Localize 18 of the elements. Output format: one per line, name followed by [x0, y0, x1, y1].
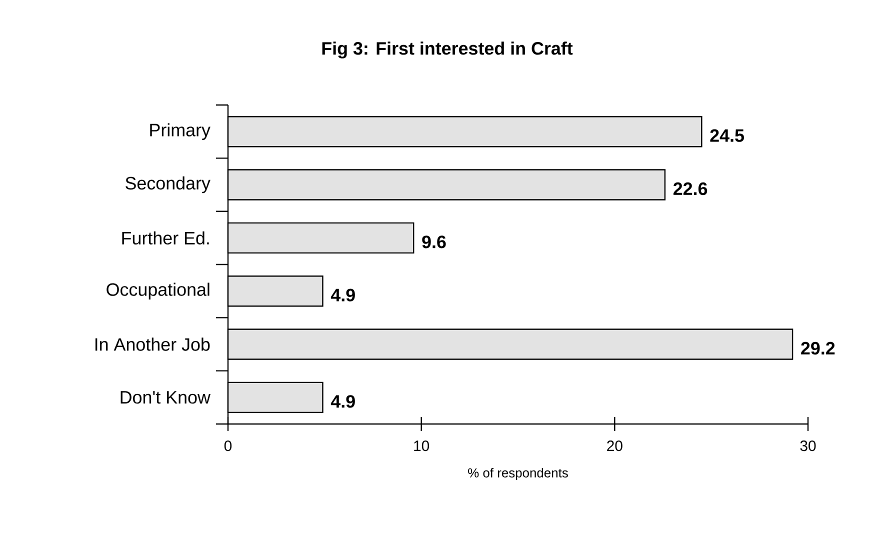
x-axis-title: % of respondents [468, 468, 568, 480]
chart-title: Fig 3: First interested in Craft [322, 42, 573, 58]
data-label: 9.6 [422, 236, 446, 248]
y-tick-label: Secondary [126, 176, 210, 194]
data-label: 29.2 [801, 342, 835, 355]
y-tick-label: Occupational [106, 282, 210, 300]
data-label: 22.6 [673, 182, 708, 196]
y-tick-label: Further Ed. [122, 231, 209, 245]
x-tick-label: 0 [224, 440, 232, 452]
data-label: 4.9 [330, 288, 355, 302]
x-tick-label: 30 [800, 440, 816, 452]
y-tick-label: Primary [150, 123, 210, 140]
x-tick-label: 20 [607, 440, 622, 452]
data-label: 4.9 [330, 395, 355, 408]
y-tick-label: In Another Job [95, 338, 210, 351]
x-tick-label: 10 [414, 440, 430, 452]
data-label: 24.5 [710, 129, 744, 142]
y-tick-label: Don't Know [120, 391, 210, 404]
